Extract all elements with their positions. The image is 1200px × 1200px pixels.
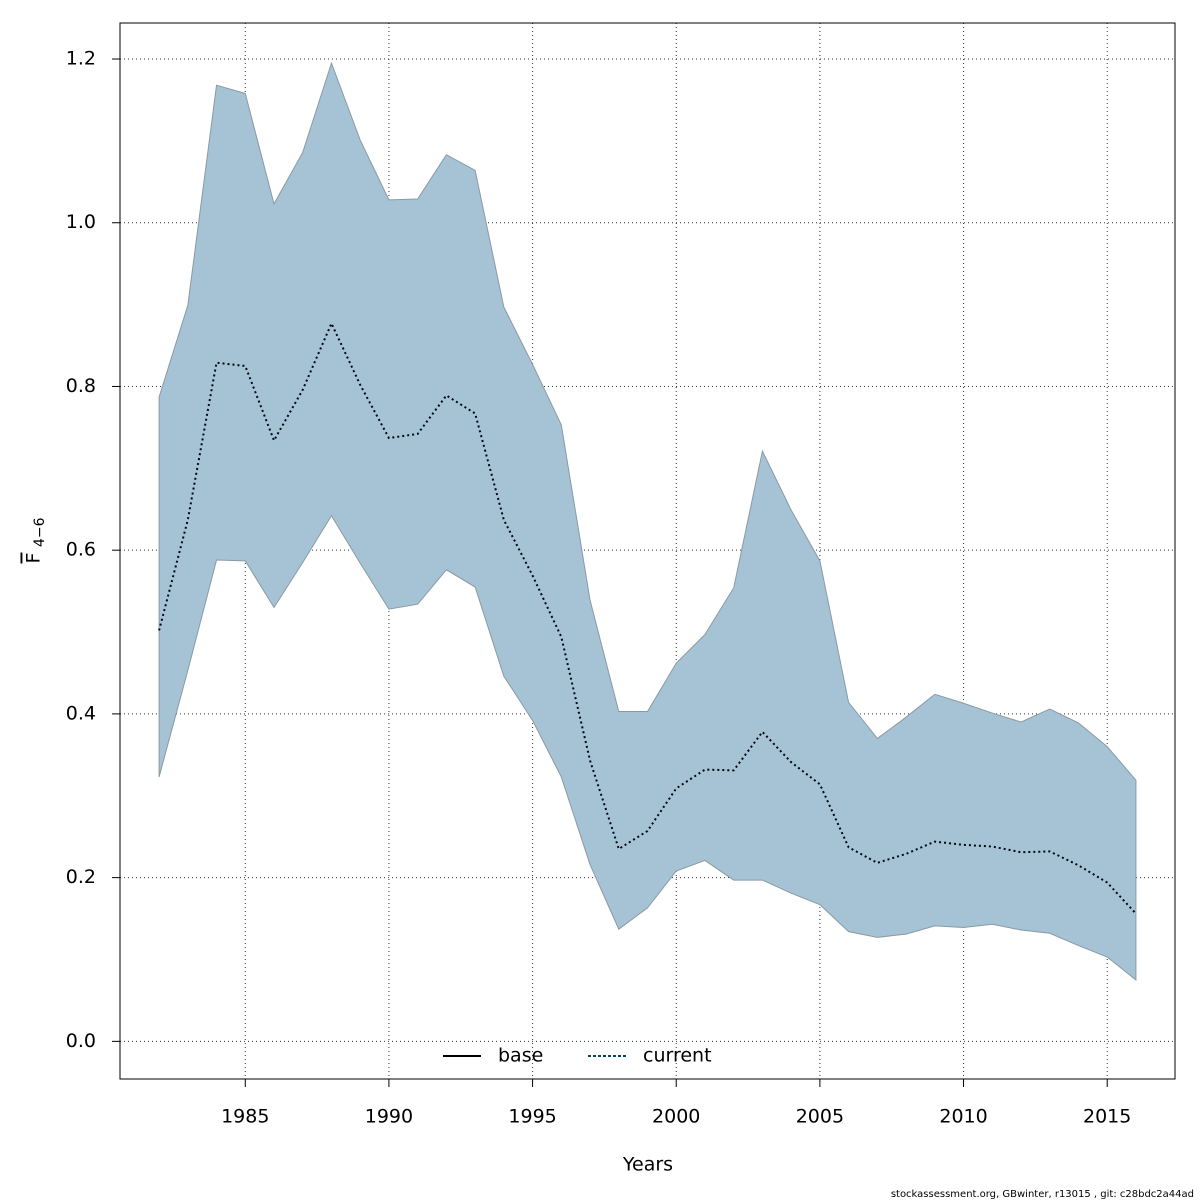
x-tick-label: 1985 (221, 1106, 269, 1128)
series-line (158, 320, 1137, 915)
footer: stockassessment.org, GBwinter, r13015 , … (891, 1189, 1194, 1200)
x-tick-label: 2010 (939, 1106, 987, 1128)
y-tick-label: 0.0 (66, 1030, 96, 1052)
y-tick-label: 0.6 (66, 539, 96, 561)
y-axis-label-group: F 4−6 (23, 517, 49, 563)
y-tick-label: 1.0 (66, 211, 96, 233)
legend-label: current (643, 1045, 712, 1067)
x-tick-label: 2015 (1083, 1106, 1131, 1128)
x-tick-label: 1995 (508, 1106, 556, 1128)
confidence-band (158, 61, 1137, 981)
legend-label: base (498, 1045, 543, 1067)
y-axis-label: F (23, 553, 45, 564)
y-tick-label: 0.2 (66, 866, 96, 888)
y-tick-label: 1.2 (66, 48, 96, 70)
plot-frame (119, 22, 1176, 1080)
x-axis-label: Years (622, 1154, 673, 1176)
y-tick-label: 0.4 (66, 702, 96, 724)
x-tick-label: 2005 (796, 1106, 844, 1128)
y-axis-label-sub: 4−6 (32, 517, 48, 547)
x-tick-label: 2000 (652, 1106, 700, 1128)
x-tick-label: 1990 (365, 1106, 413, 1128)
y-tick-label: 0.8 (66, 375, 96, 397)
